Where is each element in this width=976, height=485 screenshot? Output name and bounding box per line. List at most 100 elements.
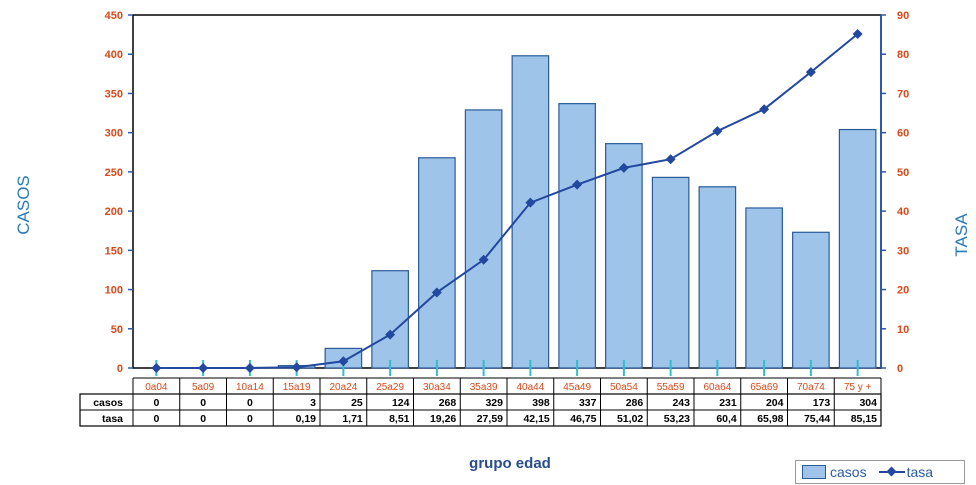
table-cell: 46,75 [570,413,596,425]
point-tasa [385,329,396,340]
bar-casos [745,207,783,369]
table-cell: 60,4 [716,413,737,425]
table-cell: 204 [766,397,784,409]
y-left-tick-label: 50 [111,324,123,336]
table-cell: 8,51 [389,413,410,425]
table-cell: 286 [626,397,644,409]
y-left-tick-label: 100 [105,285,123,297]
y-left-tick-label: 400 [105,49,123,61]
point-tasa [572,179,583,190]
table-cell: 173 [813,397,831,409]
y-left-tick-label: 200 [105,206,123,218]
legend-line-marker [878,466,905,478]
point-tasa [665,154,676,165]
y-axis-left-label: CASOS [14,175,33,235]
table-cell: 25 [351,397,363,409]
bar-casos [792,231,830,369]
bar-casos [651,176,690,369]
point-tasa [151,363,162,373]
y-left-tick-label: 150 [105,245,123,257]
point-tasa [525,197,536,208]
y-right-tick-label: 40 [897,206,909,218]
point-tasa [291,362,302,373]
y-left-tick-label: 300 [105,128,123,140]
bar-casos [605,143,643,369]
x-category-label: 50a54 [610,382,638,393]
table-cell: 27,59 [477,413,503,425]
bar-casos [511,55,550,369]
x-category-label: 40a44 [516,382,544,393]
table-cell: 0 [153,413,159,425]
table-cell: 53,23 [664,413,690,425]
table-cell: 0 [200,397,206,409]
point-tasa [712,126,723,137]
y-right-tick-label: 60 [897,128,909,140]
y-left-tick-label: 450 [105,10,123,22]
table-cell: 51,02 [617,413,643,425]
table-cell: 42,15 [523,413,549,425]
y-right-tick-label: 10 [897,324,909,336]
point-tasa [478,254,489,265]
bar-casos [698,186,737,369]
bar-casos [371,270,409,369]
y-left-tick-label: 350 [105,88,123,100]
y-right-tick-label: 20 [897,285,909,297]
point-tasa [198,363,209,373]
x-category-label: 60a64 [703,382,731,393]
table-cell: 3 [310,397,316,409]
y-right-tick-label: 70 [897,88,909,100]
legend: casos tasa [795,460,965,484]
x-category-label: 75 y + [844,382,872,393]
point-tasa [852,29,863,40]
table-cell: 0 [153,397,159,409]
table-cell: 0 [247,413,253,425]
x-category-label: 20a24 [329,382,357,393]
legend-label-tasa: tasa [906,464,934,480]
legend-bar-swatch [802,465,826,479]
point-tasa [431,287,442,298]
x-category-label: 15a19 [283,382,311,393]
table-cell: 329 [485,397,503,409]
table-cell: 304 [859,397,877,409]
x-category-label: 25a29 [376,382,404,393]
table-cell: 19,26 [430,413,456,425]
point-tasa [244,363,255,373]
x-category-label: 45a49 [563,382,591,393]
x-axis-label: grupo edad [469,455,551,472]
x-category-label: 70a74 [797,382,825,393]
table-row-label: casos [93,397,123,409]
x-category-label: 0a04 [145,382,168,393]
x-category-label: 35a39 [470,382,498,393]
y-right-tick-label: 30 [897,245,909,257]
bar-casos [558,103,596,369]
legend-label-casos: casos [830,464,867,480]
point-tasa [618,162,629,173]
bar-casos [464,109,503,369]
table-cell: 65,98 [757,413,783,425]
table-cell: 85,15 [851,413,877,425]
x-category-label: 5a09 [192,382,215,393]
bar-casos [838,128,877,369]
point-tasa [805,67,816,78]
table-cell: 337 [579,397,597,409]
x-category-label: 30a34 [423,382,451,393]
x-category-label: 55a59 [657,382,685,393]
point-tasa [759,104,770,115]
y-axis-right-label: TASA [952,213,971,257]
table-cell: 243 [672,397,690,409]
x-category-label: 65a69 [750,382,778,393]
table-row-label: tasa [102,413,123,425]
table-cell: 231 [719,397,737,409]
y-right-tick-label: 80 [897,49,909,61]
y-right-tick-label: 50 [897,167,909,179]
table-cell: 124 [392,397,410,409]
point-tasa [338,356,349,367]
table-cell: 0 [247,397,253,409]
table-cell: 75,44 [804,413,830,425]
table-cell: 0,19 [296,413,317,425]
table-cell: 268 [439,397,457,409]
table-cell: 1,71 [342,413,363,425]
bar-casos [418,157,456,369]
line-tasa [156,33,859,369]
